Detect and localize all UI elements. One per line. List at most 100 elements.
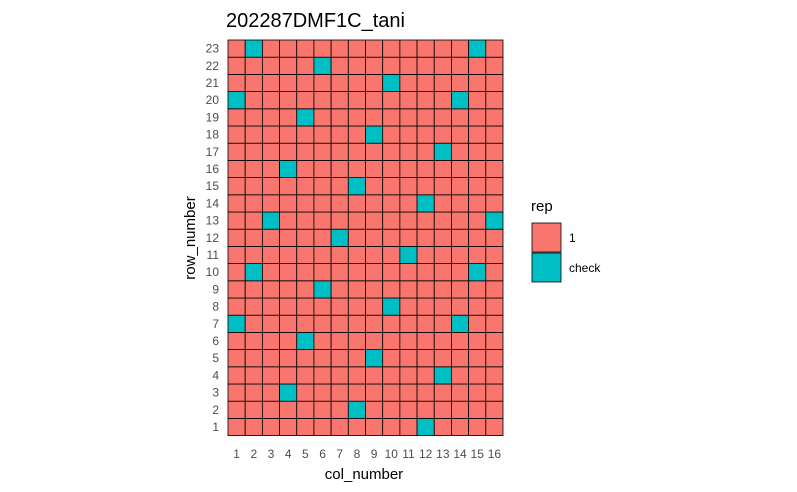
- cell-rep-1: [313, 39, 332, 58]
- cell-rep-1: [330, 400, 349, 419]
- cell-rep-1: [296, 366, 315, 385]
- cell-rep-1: [347, 211, 366, 230]
- cell-rep-1: [296, 194, 315, 213]
- cell-rep-1: [347, 349, 366, 368]
- cell-rep-1: [433, 125, 452, 144]
- cell-rep-1: [296, 245, 315, 264]
- cell-rep-1: [451, 211, 470, 230]
- cell-rep-1: [382, 177, 401, 196]
- cell-rep-1: [296, 74, 315, 93]
- cell-rep-1: [468, 314, 487, 333]
- cell-rep-1: [382, 125, 401, 144]
- cell-rep-1: [279, 314, 298, 333]
- cell-rep-1: [261, 108, 280, 127]
- y-tick-label: 7: [212, 317, 219, 331]
- cell-rep-1: [313, 366, 332, 385]
- cell-rep-1: [485, 417, 504, 436]
- cell-rep-1: [279, 74, 298, 93]
- cell-check: [468, 39, 487, 58]
- cell-rep-1: [433, 400, 452, 419]
- cell-rep-1: [399, 314, 418, 333]
- x-tick-label: 2: [250, 447, 257, 461]
- cell-rep-1: [347, 297, 366, 316]
- cell-check: [468, 263, 487, 282]
- y-tick-label: 22: [206, 59, 220, 73]
- cell-rep-1: [244, 417, 263, 436]
- cell-rep-1: [468, 177, 487, 196]
- cell-rep-1: [261, 400, 280, 419]
- cell-check: [279, 159, 298, 178]
- cell-rep-1: [433, 108, 452, 127]
- cell-rep-1: [485, 400, 504, 419]
- cell-rep-1: [399, 211, 418, 230]
- cell-rep-1: [227, 383, 246, 402]
- cell-rep-1: [365, 297, 384, 316]
- cell-rep-1: [227, 56, 246, 75]
- cell-rep-1: [296, 56, 315, 75]
- cell-rep-1: [416, 400, 435, 419]
- cell-rep-1: [261, 194, 280, 213]
- cell-check: [433, 366, 452, 385]
- cell-rep-1: [330, 245, 349, 264]
- cell-rep-1: [485, 245, 504, 264]
- cell-rep-1: [279, 108, 298, 127]
- cell-rep-1: [451, 56, 470, 75]
- cell-rep-1: [296, 383, 315, 402]
- y-tick-label: 1: [212, 420, 219, 434]
- cell-check: [365, 349, 384, 368]
- cell-rep-1: [347, 125, 366, 144]
- cell-rep-1: [227, 194, 246, 213]
- cell-rep-1: [399, 297, 418, 316]
- cell-rep-1: [279, 366, 298, 385]
- cell-rep-1: [451, 177, 470, 196]
- cell-rep-1: [347, 245, 366, 264]
- cell-rep-1: [279, 177, 298, 196]
- cell-rep-1: [365, 108, 384, 127]
- cell-check: [227, 91, 246, 110]
- cell-rep-1: [227, 228, 246, 247]
- cell-rep-1: [227, 280, 246, 299]
- cell-rep-1: [382, 349, 401, 368]
- cell-rep-1: [313, 297, 332, 316]
- y-tick-label: 5: [212, 351, 219, 365]
- cell-rep-1: [261, 56, 280, 75]
- cell-rep-1: [261, 331, 280, 350]
- x-tick-label: 6: [319, 447, 326, 461]
- cell-rep-1: [227, 159, 246, 178]
- cell-rep-1: [485, 314, 504, 333]
- cell-rep-1: [451, 280, 470, 299]
- cell-rep-1: [416, 74, 435, 93]
- cell-check: [313, 56, 332, 75]
- cell-rep-1: [261, 314, 280, 333]
- cell-rep-1: [485, 159, 504, 178]
- cell-check: [416, 417, 435, 436]
- cell-rep-1: [485, 331, 504, 350]
- y-tick-label: 2: [212, 403, 219, 417]
- cell-rep-1: [365, 74, 384, 93]
- cell-rep-1: [227, 245, 246, 264]
- cell-rep-1: [365, 177, 384, 196]
- cell-rep-1: [433, 39, 452, 58]
- cell-rep-1: [382, 417, 401, 436]
- cell-rep-1: [330, 56, 349, 75]
- cell-rep-1: [451, 366, 470, 385]
- cell-rep-1: [330, 297, 349, 316]
- cell-rep-1: [347, 91, 366, 110]
- cell-rep-1: [330, 211, 349, 230]
- cell-rep-1: [279, 331, 298, 350]
- cell-rep-1: [433, 228, 452, 247]
- cell-rep-1: [433, 194, 452, 213]
- legend-label: 1: [569, 231, 576, 245]
- cell-rep-1: [468, 74, 487, 93]
- cell-rep-1: [399, 194, 418, 213]
- cell-rep-1: [382, 263, 401, 282]
- cell-rep-1: [451, 400, 470, 419]
- cell-rep-1: [227, 125, 246, 144]
- cell-rep-1: [227, 211, 246, 230]
- cell-rep-1: [296, 263, 315, 282]
- cell-rep-1: [451, 159, 470, 178]
- cell-rep-1: [227, 142, 246, 161]
- cell-rep-1: [451, 142, 470, 161]
- cell-rep-1: [468, 297, 487, 316]
- cell-rep-1: [244, 142, 263, 161]
